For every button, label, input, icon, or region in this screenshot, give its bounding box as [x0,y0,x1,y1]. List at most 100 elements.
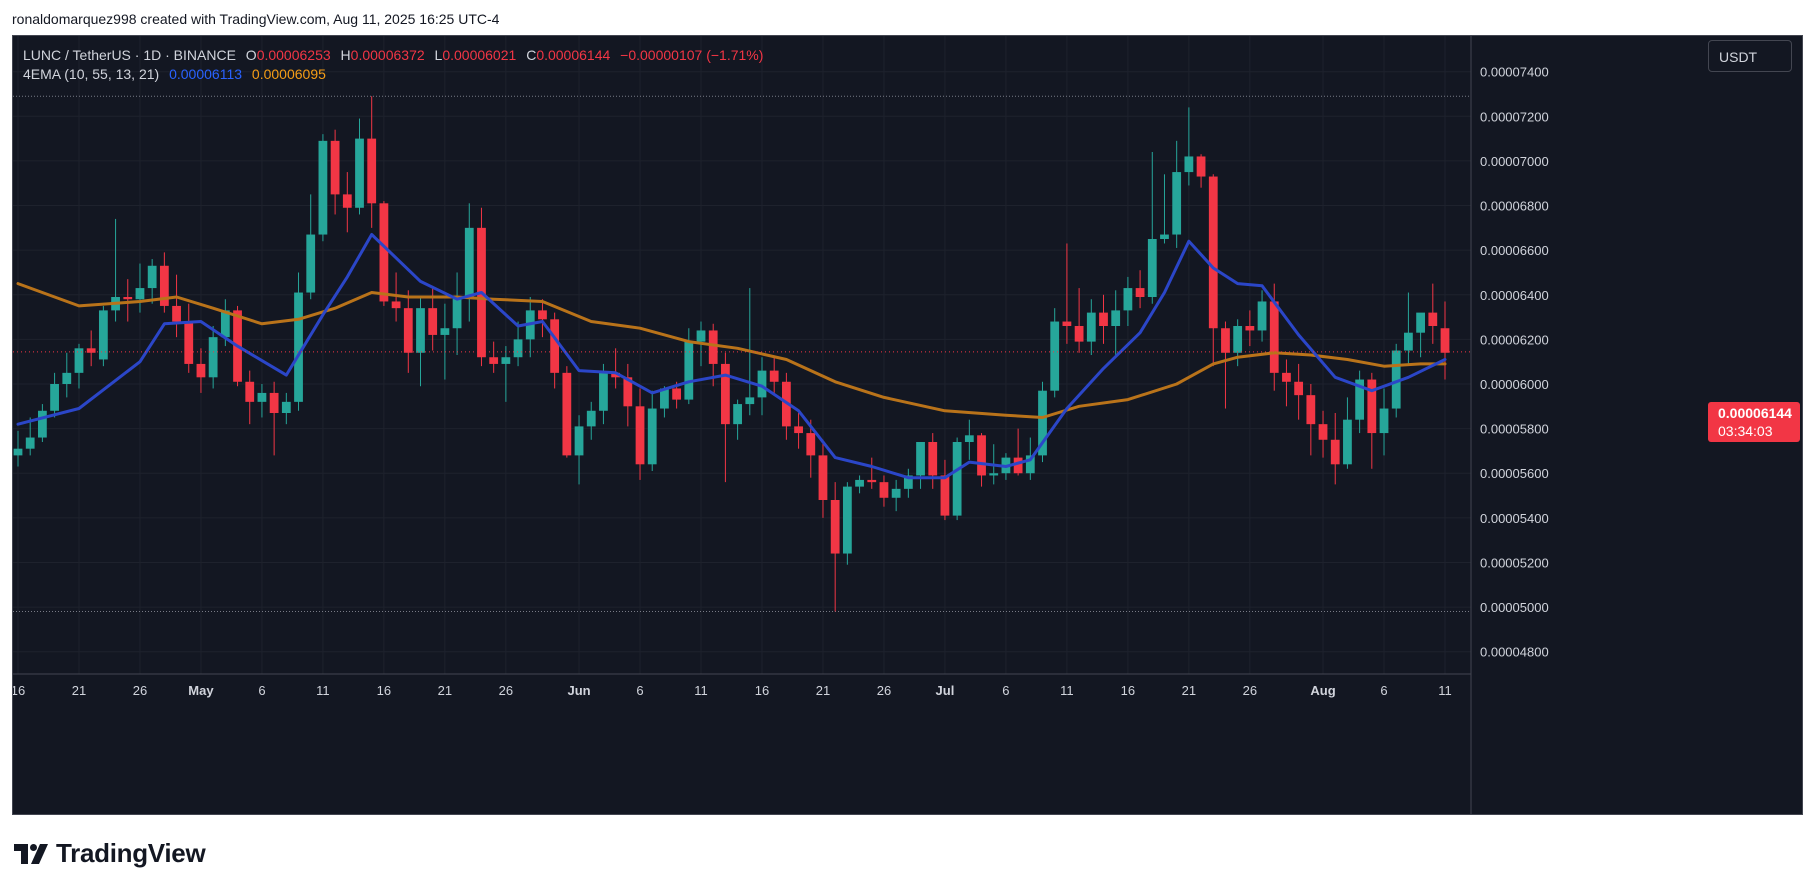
x-tick-label: May [188,683,214,698]
legend-open-label: O [245,47,257,63]
candle [647,390,657,471]
y-tick-label: 0.00007000 [1480,154,1549,169]
candle [1160,174,1169,244]
candle-body [1135,288,1145,297]
indicator-label[interactable]: 4EMA (10, 55, 13, 21) [23,66,160,82]
x-tick-label: 26 [1243,683,1257,698]
currency-unit-button[interactable]: USDT [1708,40,1792,72]
candle-body [562,372,572,456]
candle [403,290,413,373]
candle [1147,152,1157,304]
chart-background [13,36,1802,814]
y-tick-label: 0.00006400 [1480,288,1549,303]
y-tick-label: 0.00005200 [1480,555,1549,570]
legend-symbol[interactable]: LUNC / TetherUS · 1D · BINANCE [23,47,236,63]
candle [245,370,255,425]
x-tick-label: Aug [1310,683,1335,698]
candle-body [586,410,596,427]
candle [660,386,669,418]
y-tick-label: 0.00005400 [1480,511,1549,526]
candle-body [1379,408,1389,434]
candle-body [708,330,718,364]
candle-body [1099,312,1108,326]
candle-body [733,404,742,425]
candle [98,305,108,367]
candle-body [538,310,547,320]
candle [1343,397,1352,469]
candle [440,303,450,380]
candle [123,279,133,322]
legend-low-label: L [434,47,443,63]
candle [1038,381,1047,463]
candle [13,430,23,467]
candle [184,303,194,373]
x-tick-label: 26 [877,683,891,698]
bar-countdown: 03:34:03 [1718,423,1773,439]
candle-body [13,448,23,456]
candlestick-chart[interactable]: 0.00004800 0.00005000 0.00005200 0.00005400… [13,36,1802,814]
candle-body [1416,312,1425,333]
candle-body [403,308,413,353]
legend-close-value: 0.00006144 [536,47,611,63]
candle [25,417,35,456]
candle-body [379,203,389,302]
candle-body [1306,395,1316,425]
x-tick-label: 11 [1060,683,1074,698]
candle [769,357,779,393]
candle-body [916,442,925,476]
candle [879,475,889,507]
candle [1172,140,1182,248]
candle-body [367,138,377,204]
attribution-text: ronaldomarquez998 created with TradingVi… [12,11,500,27]
candle [147,259,157,304]
x-tick-label: 26 [499,683,513,698]
ema-slow-value: 0.00006095 [251,66,326,82]
candle [1428,283,1438,344]
ema-fast-value: 0.00006113 [169,66,243,82]
candle-body [220,310,230,338]
candle [977,433,986,487]
candle-body [452,297,462,329]
candle [330,129,340,215]
candle-body [196,363,206,378]
legend-close-label: C [526,47,537,63]
candle [1355,370,1365,434]
candle [1330,413,1340,485]
candle [1184,107,1194,186]
candle-body [147,265,157,289]
x-tick-label: 16 [13,683,25,698]
x-tick-label: 6 [258,683,265,698]
candle-body [184,321,194,364]
candle [1379,388,1389,456]
candle [1208,174,1218,367]
candle-body [635,406,645,465]
candle [1196,154,1206,188]
x-tick-label: 16 [755,683,769,698]
candle-body [172,305,181,322]
candle [794,413,803,449]
candle [916,442,925,489]
candle-body [1196,156,1206,177]
candle-body [1147,239,1157,297]
candle [1135,270,1145,309]
candle-body [696,330,706,342]
candle [257,384,267,418]
candle-body [794,426,803,434]
candle-body [208,337,218,378]
x-tick-label: 16 [1121,683,1135,698]
x-tick-label: 21 [1182,683,1196,698]
candle-body [1086,312,1096,342]
candle [586,401,596,440]
candle-body [1318,424,1328,440]
candle [159,252,169,313]
candle-body [1062,321,1072,326]
chart-panel[interactable]: 0.00004800 0.00005000 0.00005200 0.00005400… [12,35,1803,815]
candle [1099,294,1108,344]
candle-body [1391,350,1401,409]
candle-body [440,328,450,335]
candle-body [818,455,828,500]
candle-body [891,488,901,498]
tradingview-brand[interactable]: TradingView [14,838,206,869]
candle [1404,292,1413,364]
y-tick-label: 0.00007400 [1480,65,1549,80]
